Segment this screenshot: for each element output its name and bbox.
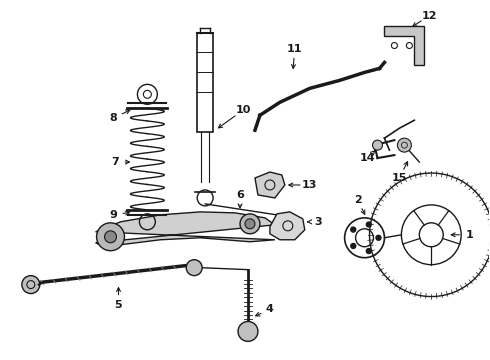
Bar bbox=[197, 32, 213, 132]
Text: 15: 15 bbox=[392, 173, 407, 183]
Text: 14: 14 bbox=[360, 153, 375, 163]
Circle shape bbox=[367, 248, 371, 253]
Text: 9: 9 bbox=[110, 210, 118, 220]
Polygon shape bbox=[385, 26, 424, 66]
Circle shape bbox=[351, 227, 356, 232]
Circle shape bbox=[367, 222, 371, 227]
Circle shape bbox=[372, 140, 383, 150]
Text: 13: 13 bbox=[302, 180, 318, 190]
Text: 10: 10 bbox=[235, 105, 251, 115]
Circle shape bbox=[351, 243, 356, 248]
Text: 4: 4 bbox=[266, 305, 274, 315]
Circle shape bbox=[376, 235, 381, 240]
Polygon shape bbox=[270, 212, 305, 240]
Circle shape bbox=[397, 138, 412, 152]
Text: 2: 2 bbox=[354, 195, 362, 205]
Circle shape bbox=[104, 231, 117, 243]
Circle shape bbox=[22, 276, 40, 293]
Circle shape bbox=[245, 219, 255, 229]
Polygon shape bbox=[96, 212, 275, 248]
Text: 5: 5 bbox=[115, 300, 122, 310]
Text: 8: 8 bbox=[110, 113, 118, 123]
Text: 3: 3 bbox=[314, 217, 321, 227]
Circle shape bbox=[97, 223, 124, 251]
Text: 11: 11 bbox=[287, 44, 302, 54]
Text: 1: 1 bbox=[466, 230, 473, 240]
Circle shape bbox=[240, 214, 260, 234]
Polygon shape bbox=[255, 172, 285, 198]
Circle shape bbox=[238, 321, 258, 341]
Text: 12: 12 bbox=[421, 11, 437, 21]
Circle shape bbox=[186, 260, 202, 276]
Text: 6: 6 bbox=[236, 190, 244, 200]
Text: 7: 7 bbox=[112, 157, 120, 167]
